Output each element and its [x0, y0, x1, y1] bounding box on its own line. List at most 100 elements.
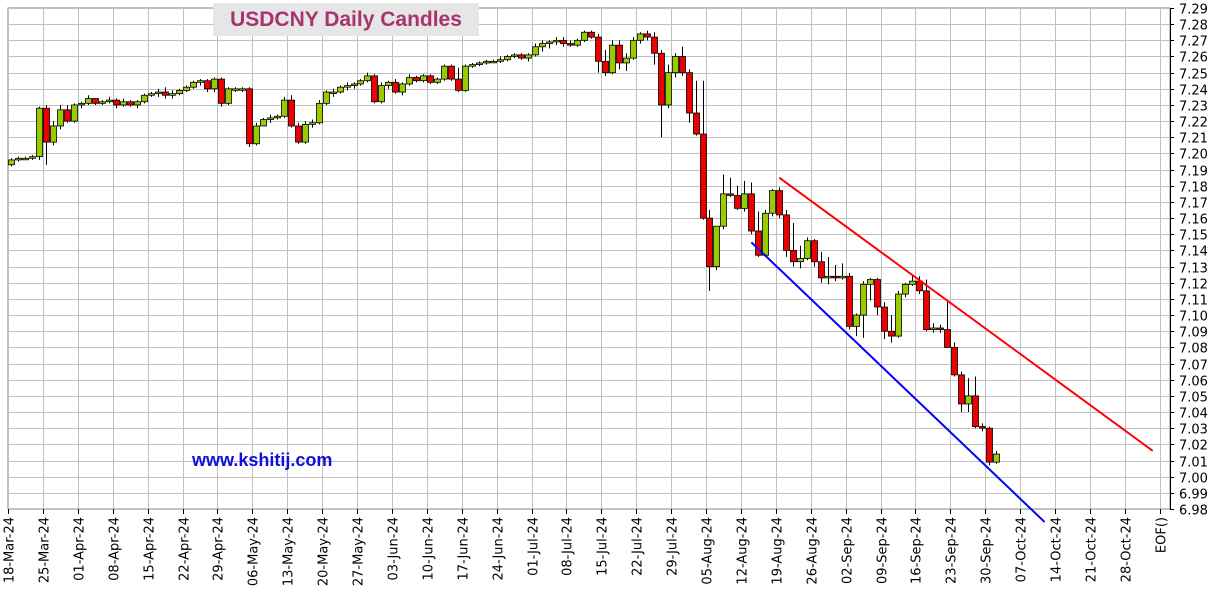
- candle-body-up: [804, 240, 811, 259]
- y-tick-label: 7.27: [1179, 35, 1208, 50]
- candle-body-up: [497, 59, 504, 62]
- candle-body-up: [581, 31, 588, 41]
- candle-body-up: [22, 157, 29, 161]
- candle-body-up: [860, 283, 867, 316]
- candle-body-up: [364, 75, 371, 82]
- candle-body-up: [853, 314, 860, 327]
- candle-body-up: [532, 46, 539, 56]
- candle-body-up: [134, 101, 141, 106]
- x-tick-label: 01-Apr-24: [73, 517, 88, 581]
- candle-body-up: [490, 60, 497, 64]
- lower-trendline: [750, 241, 1046, 523]
- y-tick-label: 7.24: [1179, 84, 1208, 99]
- candle-body-up: [239, 88, 246, 91]
- candle-body-up: [672, 56, 679, 74]
- x-tick-label: 30-Sep-24: [980, 517, 995, 584]
- candle-body-down: [204, 80, 211, 90]
- y-tick-label: 7.01: [1179, 456, 1208, 471]
- plot-frame: [7, 7, 1171, 510]
- candle-body-down: [43, 107, 50, 143]
- y-tick-label: 7.16: [1179, 213, 1208, 228]
- y-tick-label: 7.13: [1179, 262, 1208, 277]
- x-tick-label: 16-Sep-24: [910, 517, 925, 584]
- candle-body-up: [399, 83, 406, 93]
- y-tick-label: 6.98: [1179, 504, 1208, 519]
- candle-body-down: [427, 75, 434, 83]
- candle-body-down: [755, 230, 762, 256]
- candle-body-up: [176, 90, 183, 95]
- candle-body-up: [720, 193, 727, 227]
- x-axis: 18-Mar-24 25-Mar-24 01-Apr-24 08-Apr-24 15-A…: [3, 509, 1170, 586]
- candle-body-up: [351, 83, 358, 86]
- y-tick-label: 7.15: [1179, 229, 1208, 244]
- candle-body-up: [441, 65, 448, 80]
- candle-body-up: [623, 57, 630, 64]
- trendlines-layer: [750, 176, 1154, 523]
- candle-body-up: [867, 279, 874, 285]
- candle-body-up: [462, 65, 469, 91]
- candle-body-down: [246, 88, 253, 145]
- watermark-link[interactable]: www.kshitij.com: [192, 450, 333, 470]
- y-axis: 6.986.997.007.01 7.027.037.047.057.067.07…: [1170, 3, 1208, 519]
- x-tick-label: 06-May-24: [247, 517, 262, 586]
- candle-body-up: [106, 99, 113, 103]
- candle-body-up: [825, 275, 832, 279]
- candle-body-down: [818, 261, 825, 279]
- candle-body-down: [658, 52, 665, 106]
- candle-body-up: [155, 91, 162, 95]
- candle-body-up: [665, 72, 672, 106]
- candle-body-up: [309, 122, 316, 125]
- candle-body-up: [316, 102, 323, 124]
- candle-body-up: [630, 39, 637, 59]
- candle-body-down: [92, 98, 99, 104]
- candle-body-up: [232, 88, 239, 91]
- candle-body-up: [476, 62, 483, 65]
- y-tick-label: 7.04: [1179, 407, 1208, 422]
- y-tick-label: 7.05: [1179, 391, 1208, 406]
- candle-body-up: [769, 190, 776, 214]
- candle-body-up: [267, 117, 274, 120]
- candle-body-down: [218, 78, 225, 104]
- candle-body-up: [546, 41, 553, 44]
- candle-body-up: [902, 283, 909, 295]
- x-tick-label: 13-May-24: [282, 517, 297, 586]
- y-tick-label: 7.14: [1179, 245, 1208, 260]
- y-tick-label: 7.28: [1179, 19, 1208, 34]
- candle-body-up: [8, 159, 15, 166]
- y-tick-label: 7.20: [1179, 148, 1208, 163]
- candle-body-up: [211, 78, 218, 90]
- y-tick-label: 7.11: [1179, 294, 1208, 309]
- x-tick-label: 12-Aug-24: [736, 517, 751, 585]
- candle-body-down: [64, 109, 71, 122]
- candle-body-down: [944, 329, 951, 348]
- candle-body-down: [448, 65, 455, 80]
- y-tick-label: 7.10: [1179, 310, 1208, 325]
- x-tick-label: EOF(): [1155, 517, 1170, 553]
- candle-body-down: [518, 54, 525, 59]
- y-tick-label: 6.99: [1179, 488, 1208, 503]
- candle-body-down: [686, 72, 693, 114]
- candle-body-up: [36, 107, 43, 158]
- candle-body-up: [274, 115, 281, 119]
- candle-body-down: [972, 395, 979, 427]
- candle-body-up: [637, 33, 644, 41]
- candle-body-up: [344, 85, 351, 88]
- x-tick-label: 24-Jun-24: [492, 517, 507, 581]
- x-tick-label: 22-Apr-24: [178, 517, 193, 581]
- candle-body-down: [288, 99, 295, 127]
- x-tick-label: 28-Oct-24: [1120, 517, 1135, 582]
- candle-body-up: [420, 75, 427, 82]
- upper-trendline: [778, 176, 1154, 452]
- candle-body-up: [525, 54, 532, 59]
- candle-body-down: [937, 327, 944, 331]
- x-tick-label: 08-Jul-24: [561, 517, 576, 576]
- y-tick-label: 7.18: [1179, 181, 1208, 196]
- candle-body-up: [741, 193, 748, 209]
- candle-body-down: [588, 31, 595, 38]
- candle-body-up: [553, 39, 560, 43]
- y-tick-label: 7.09: [1179, 326, 1208, 341]
- candle-body-up: [225, 88, 232, 104]
- candle-body-up: [609, 44, 616, 74]
- candle-body-up: [511, 54, 518, 57]
